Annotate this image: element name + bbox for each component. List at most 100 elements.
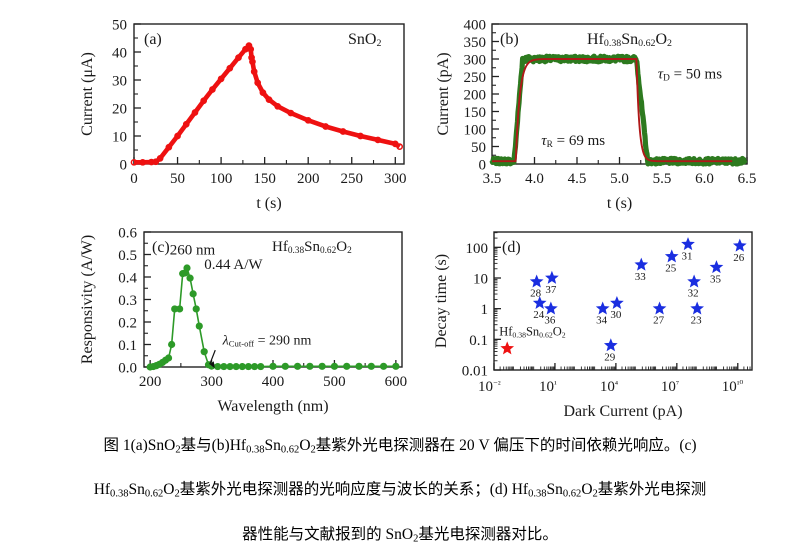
x-tick-label: 5.5 xyxy=(653,171,672,187)
reference-star-33 xyxy=(634,257,649,271)
data-point xyxy=(226,362,234,371)
reference-label-37: 37 xyxy=(545,284,557,296)
panel-title-sno2: SnO2 xyxy=(348,31,381,49)
x-axis-title: Wavelength (nm) xyxy=(217,398,328,415)
panel-a-time-response-sno2: 0 10 20 30 40 50 0 50 100 150 200 250 300 Current (μA… xyxy=(72,8,422,213)
data-point xyxy=(186,274,194,282)
x-tick-label: 5.0 xyxy=(610,171,629,187)
figure-caption: 图 1(a)SnO2基与(b)Hf0.38Sn0.62O2基紫外光电探测器在 2… xyxy=(0,420,800,549)
fitted-curve xyxy=(492,58,733,163)
x-tick-label: 10¹ xyxy=(539,379,557,395)
x-tick-label: 10⁻² xyxy=(478,379,501,395)
data-point xyxy=(396,143,403,150)
y-axis-title: Responsivity (A/W) xyxy=(79,235,96,364)
x-axis-title: Dark Current (pA) xyxy=(563,403,682,420)
data-point xyxy=(254,79,262,87)
data-point xyxy=(165,143,173,151)
reference-star-35 xyxy=(709,260,724,274)
cutoff-arrow xyxy=(209,349,216,365)
x-tick-label: 500 xyxy=(323,374,346,390)
reference-star-24 xyxy=(532,295,547,309)
reference-label-36: 36 xyxy=(544,315,556,327)
y-tick-label: 150 xyxy=(464,105,487,121)
data-point xyxy=(195,322,203,330)
x-tick-label: 4.5 xyxy=(568,171,587,187)
reference-star-28 xyxy=(529,274,544,288)
data-point xyxy=(274,102,282,110)
x-tick-label: 4.0 xyxy=(525,171,544,187)
plot-frame xyxy=(493,231,753,371)
panel-tag: (a) xyxy=(144,31,162,48)
y-tick-label: 0.5 xyxy=(118,248,137,264)
x-tick-label: 600 xyxy=(385,374,408,390)
data-point xyxy=(164,354,173,362)
panel-b-time-response-hfsno2: 0 50 100 150 200 250 300 350 400 3.5 4.0 4.5 5.0 5.5 6… xyxy=(428,8,788,213)
y-tick-label: 0.1 xyxy=(118,338,137,354)
y-tick-label: 300 xyxy=(464,53,487,69)
annotation-decay-time: τD = 50 ms xyxy=(658,66,722,83)
y-tick-label: 20 xyxy=(112,102,127,118)
y-tick-label: 350 xyxy=(464,35,487,51)
data-point xyxy=(232,362,240,371)
x-tick-label: 10¹⁰ xyxy=(722,379,744,395)
y-tick-label: 0.01 xyxy=(462,364,488,380)
data-point xyxy=(269,362,277,370)
data-point xyxy=(139,158,147,166)
reference-label-31: 31 xyxy=(682,250,693,262)
data-point xyxy=(183,264,191,272)
x-tick-label: 50 xyxy=(170,171,185,187)
data-point xyxy=(265,96,273,103)
caption-line-2: Hf0.38Sn0.62O2基紫外光电探测器的光响应度与波长的关系；(d) Hf… xyxy=(93,481,707,500)
data-point xyxy=(250,68,258,75)
y-axis-title: Current (μA) xyxy=(79,52,96,136)
annotation-rise-time: τR = 69 ms xyxy=(541,133,605,150)
data-point xyxy=(367,362,375,370)
data-point xyxy=(343,362,351,370)
data-point xyxy=(209,86,216,93)
y-tick-label: 0.4 xyxy=(118,271,137,287)
cutoff-arrowhead xyxy=(209,361,215,369)
panel-title-hfsno2: Hf0.38Sn0.62O2 xyxy=(587,31,672,49)
x-tick-label: 400 xyxy=(262,374,285,390)
reference-star-25 xyxy=(664,249,679,263)
y-tick-label: 1 xyxy=(481,302,489,318)
caption-line-3: 器性能与文献报到的 SnO2基光电探测器对比。 xyxy=(242,525,558,544)
data-point xyxy=(191,109,199,116)
y-axis-title: Current (pA) xyxy=(435,52,452,135)
x-axis-title: t (s) xyxy=(256,195,281,212)
x-tick-label: 300 xyxy=(200,374,223,390)
data-point xyxy=(244,362,253,371)
y-tick-label: 40 xyxy=(112,46,127,62)
data-point xyxy=(200,348,208,356)
x-tick-label: 300 xyxy=(384,171,407,187)
y-tick-label: 400 xyxy=(464,18,487,34)
this-work-label: Hf0.38Sn0.62O2 xyxy=(499,325,566,340)
reference-label-30: 30 xyxy=(610,309,622,321)
reference-star-26 xyxy=(732,238,747,252)
y-tick-label: 30 xyxy=(112,74,127,90)
data-point xyxy=(250,362,259,371)
this-work-star xyxy=(500,341,515,355)
reference-star-23 xyxy=(690,301,704,315)
x-tick-label: 100 xyxy=(210,171,233,187)
data-point xyxy=(238,362,246,371)
data-point xyxy=(176,305,184,313)
data-point xyxy=(168,340,176,349)
annotation-peak-wavelength: 260 nm xyxy=(170,243,216,259)
data-point xyxy=(304,116,312,124)
panel-title-hfsno2: Hf0.38Sn0.62O2 xyxy=(272,239,352,256)
data-point xyxy=(281,362,289,370)
y-tick-label: 0.2 xyxy=(118,316,137,332)
y-tick-label: 200 xyxy=(464,88,487,104)
x-tick-label: 10⁷ xyxy=(661,379,679,395)
data-point xyxy=(357,132,364,140)
panel-tag: (c) xyxy=(152,239,170,256)
data-point xyxy=(248,54,255,61)
data-point xyxy=(322,123,329,130)
data-point xyxy=(214,362,222,371)
data-point xyxy=(189,290,197,298)
reference-star-27 xyxy=(652,301,667,315)
panel-d-decay-time-vs-dark-current: 100 10 1 0.1 0.01 10⁻² 10¹ 10⁴ 10⁷ 10¹⁰ Decay time… xyxy=(428,218,788,420)
y-axis-title: Decay time (s) xyxy=(433,254,450,348)
y-tick-label: 250 xyxy=(464,70,487,86)
